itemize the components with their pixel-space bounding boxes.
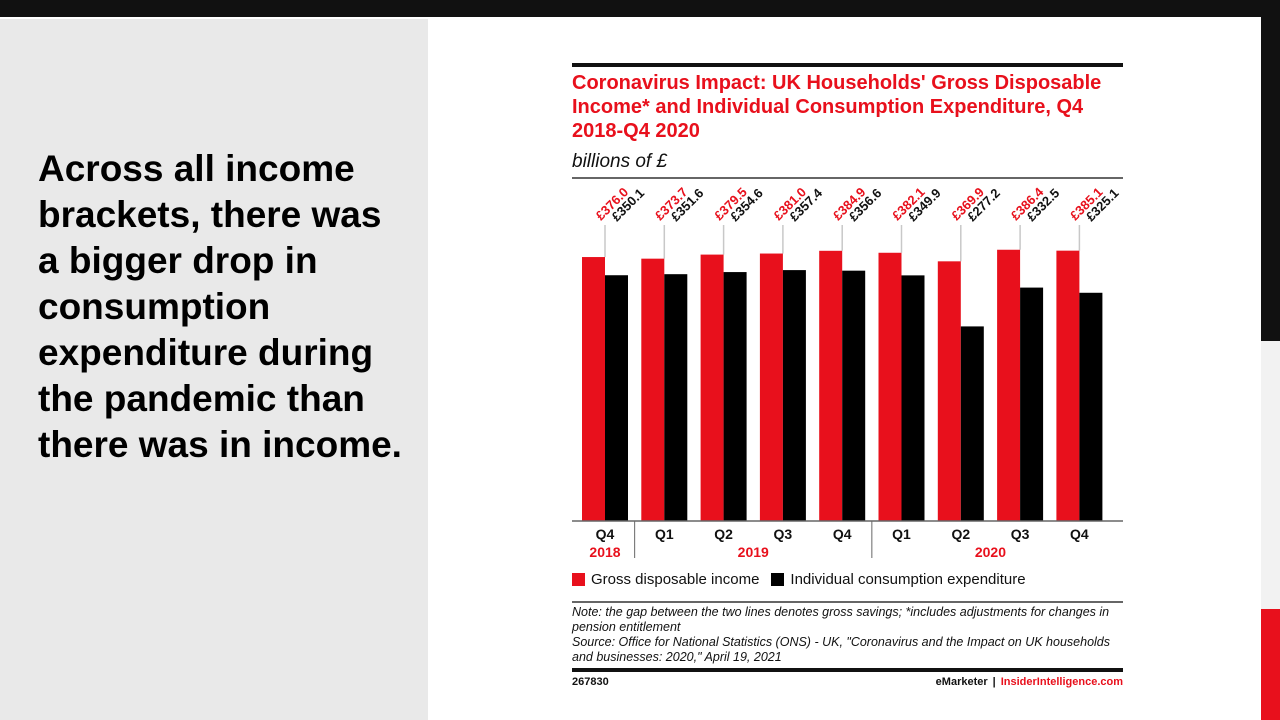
bar-expenditure [960,326,984,521]
brand-emarketer: eMarketer [935,676,988,688]
legend-label-income: Gross disposable income [591,571,760,588]
x-tick-label: Q3 [1011,526,1030,542]
bar-income [997,249,1021,521]
bar-income [819,250,843,521]
legend-item-expenditure: Individual consumption expenditure [771,571,1026,588]
brand-footer: eMarketer | InsiderIntelligence.com [936,676,1123,688]
bar-income [937,261,961,521]
right-accent-dark [1261,0,1280,341]
bar-expenditure [842,270,866,521]
chart-title: Coronavirus Impact: UK Households' Gross… [572,72,1102,142]
x-tick-label: Q3 [774,526,793,542]
legend-swatch-expenditure [771,573,785,586]
chart-notes: Note: the gap between the two lines deno… [572,605,1132,665]
legend-item-income: Gross disposable income [572,571,759,588]
x-tick-label: Q2 [951,526,970,542]
x-tick-label: Q2 [714,526,733,542]
note-rule [572,601,1123,603]
x-year-label: 2018 [589,544,620,560]
subtitle-rule [572,177,1123,179]
legend-label-expenditure: Individual consumption expenditure [790,571,1026,588]
bar-income [700,254,724,521]
chart-source: Source: Office for National Statistics (… [572,635,1111,664]
chart-subtitle: billions of £ [572,151,668,172]
x-year-label: 2019 [738,544,769,560]
bar-income [878,252,902,521]
bar-expenditure [782,270,806,521]
x-tick-label: Q4 [596,526,615,542]
bar-expenditure [901,275,925,521]
bar-income [1056,250,1080,522]
right-accent-gray [1261,341,1280,609]
bar-expenditure [1020,287,1044,521]
brand-insider-intelligence: InsiderIntelligence.com [1000,676,1123,688]
bar-income [759,253,783,521]
x-year-label: 2020 [975,544,1006,560]
slide-top-bar [0,0,1280,17]
chart-id: 267830 [572,676,609,688]
brand-separator: | [992,676,996,688]
x-tick-label: Q1 [892,526,911,542]
bar-expenditure [723,272,747,521]
x-tick-label: Q4 [1070,526,1089,542]
slide-headline: Across all income brackets, there was a … [38,148,402,465]
chart-top-rule [572,63,1123,67]
left-text-panel [0,19,428,720]
bar-expenditure [664,274,688,521]
right-accent-red [1261,609,1280,720]
x-tick-label: Q4 [833,526,852,542]
bar-expenditure [605,275,628,521]
chart-bottom-rule [572,668,1123,672]
bar-expenditure [1079,292,1103,521]
chart-note: Note: the gap between the two lines deno… [572,605,1110,634]
legend-swatch-income [572,573,585,586]
bar-income [582,257,605,521]
bar-income [641,258,665,521]
chart-legend: Gross disposable income Individual consu… [572,571,1038,588]
x-tick-label: Q1 [655,526,674,542]
